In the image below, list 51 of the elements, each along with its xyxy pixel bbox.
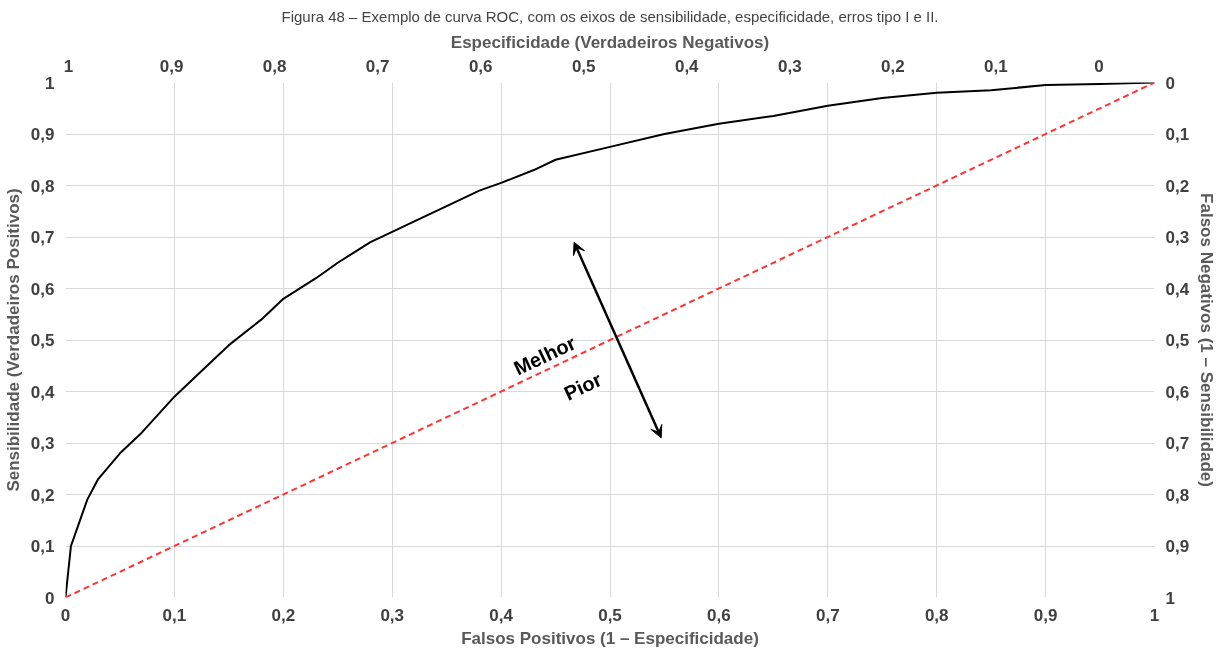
- x-tick-label: 0,1: [162, 605, 187, 625]
- y2-tick-label: 0: [1165, 73, 1175, 93]
- y-tick-label: 0,6: [30, 279, 55, 299]
- x2-tick-label: 0,5: [571, 56, 596, 76]
- x-tick-label: 0,5: [598, 605, 622, 625]
- x2-tick-label: 0,1: [984, 56, 1008, 76]
- x2-axis-title: Especificidade (Verdadeiros Negativos): [450, 32, 770, 52]
- y2-tick-label: 0,1: [1165, 125, 1190, 144]
- y2-tick-label: 0,7: [1165, 434, 1190, 453]
- x2-tick-label: 0,8: [262, 56, 287, 76]
- y-tick-label: 0,4: [30, 382, 56, 402]
- y2-tick-label: 1: [1165, 588, 1175, 608]
- y-tick-label: 0,8: [30, 176, 55, 196]
- y2-tick-label: 0,9: [1165, 537, 1190, 556]
- y-tick-label: 0,9: [30, 125, 55, 144]
- x2-tick-label: 1: [63, 56, 74, 76]
- y-tick-label: 0,3: [30, 434, 55, 453]
- x-tick-label: 0,3: [380, 605, 405, 625]
- x2-tick-label: 0,6: [468, 56, 493, 76]
- y2-tick-label: 0,6: [1165, 382, 1190, 402]
- y-axis-title: Sensibilidade (Verdadeiros Positivos): [3, 188, 23, 492]
- x2-tick-label: 0,3: [777, 56, 802, 76]
- x-tick-label: 0,2: [271, 605, 296, 625]
- x2-tick-label: 0: [1094, 56, 1104, 76]
- x-tick-label: 1: [1149, 605, 1160, 625]
- y-tick-label: 0,2: [30, 485, 55, 505]
- y2-tick-label: 0,3: [1165, 228, 1190, 247]
- x2-tick-label: 0,2: [880, 56, 905, 76]
- y-tick-label: 0,7: [30, 228, 55, 247]
- y2-tick-label: 0,5: [1165, 331, 1190, 350]
- x-tick-label: 0: [60, 605, 71, 625]
- x-tick-label: 0,8: [924, 605, 949, 625]
- y2-tick-label: 0,8: [1165, 485, 1190, 505]
- y2-tick-label: 0,2: [1165, 176, 1190, 196]
- y-tick-label: 0,1: [30, 537, 55, 556]
- x2-tick-label: 0,9: [159, 56, 184, 76]
- y2-axis-title: Falsos Negativos (1 – Sensibilidade): [1197, 193, 1217, 487]
- line-series: [65, 82, 1155, 598]
- x-tick-label: 0,9: [1033, 605, 1058, 625]
- y-tick-label: 1: [45, 73, 55, 93]
- x-tick-label: 0,7: [815, 605, 840, 625]
- y-tick-label: 0,5: [30, 331, 55, 350]
- annotation: Pior: [560, 368, 606, 405]
- x2-tick-label: 0,4: [674, 56, 700, 76]
- x2-tick-label: 0,7: [365, 56, 390, 76]
- x-axis-title: Falsos Positivos (1 – Especificidade): [461, 628, 759, 648]
- x-tick-label: 0,6: [707, 605, 731, 625]
- chart-title: Figura 48 – Exemplo de curva ROC, com os eixos de sensibilidade, especificidade, erros tipo I e II.: [281, 7, 939, 25]
- y-tick-label: 0: [45, 588, 55, 608]
- y2-tick-label: 0,4: [1165, 279, 1190, 299]
- x-tick-label: 0,4: [489, 605, 514, 625]
